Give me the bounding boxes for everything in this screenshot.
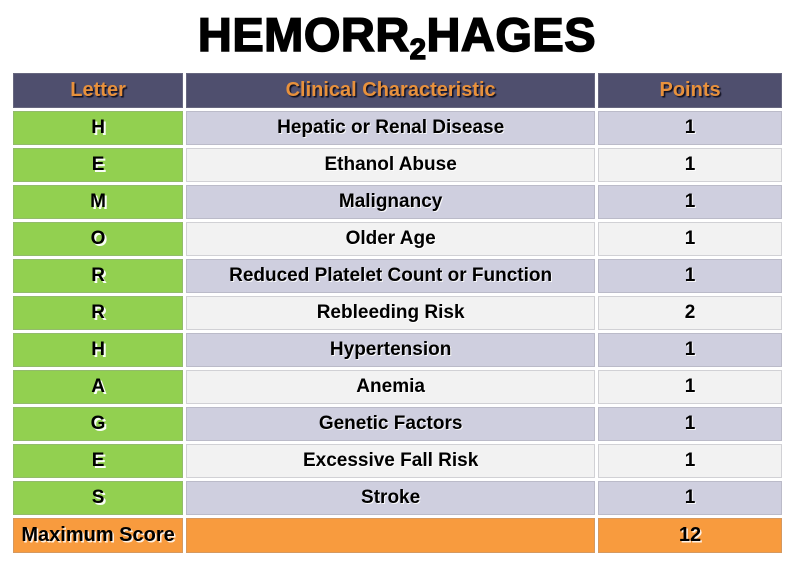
letter-cell: O — [13, 222, 184, 256]
table-row: R Reduced Platelet Count or Function 1 — [13, 259, 782, 293]
footer-empty-cell — [186, 518, 596, 553]
characteristic-cell: Excessive Fall Risk — [186, 444, 596, 478]
table-header-row: Letter Clinical Characteristic Points — [13, 73, 782, 108]
points-cell: 1 — [598, 370, 782, 404]
points-cell: 1 — [598, 185, 782, 219]
letter-cell: M — [13, 185, 184, 219]
characteristic-cell: Reduced Platelet Count or Function — [186, 259, 596, 293]
points-cell: 1 — [598, 222, 782, 256]
title-part2: HAGES — [426, 7, 597, 62]
table-row: H Hepatic or Renal Disease 1 — [13, 111, 782, 145]
letter-cell: R — [13, 259, 184, 293]
table-row: H Hypertension 1 — [13, 333, 782, 367]
table-row: R Rebleeding Risk 2 — [13, 296, 782, 330]
title-part1: HEMORR — [197, 7, 410, 62]
points-cell: 1 — [598, 444, 782, 478]
header-cell-characteristic: Clinical Characteristic — [186, 73, 596, 108]
points-cell: 1 — [598, 111, 782, 145]
characteristic-cell: Genetic Factors — [186, 407, 596, 441]
letter-cell: H — [13, 333, 184, 367]
points-cell: 1 — [598, 259, 782, 293]
characteristic-cell: Stroke — [186, 481, 596, 515]
points-cell: 1 — [598, 148, 782, 182]
characteristic-cell: Rebleeding Risk — [186, 296, 596, 330]
letter-cell: H — [13, 111, 184, 145]
characteristic-cell: Hepatic or Renal Disease — [186, 111, 596, 145]
characteristic-cell: Malignancy — [186, 185, 596, 219]
points-cell: 2 — [598, 296, 782, 330]
letter-cell: S — [13, 481, 184, 515]
page-title: HEMORR2HAGES — [0, 0, 794, 73]
table-row: E Ethanol Abuse 1 — [13, 148, 782, 182]
hemorrhages-score-table: Letter Clinical Characteristic Points H … — [10, 70, 785, 556]
points-cell: 1 — [598, 333, 782, 367]
max-score-label-cell: Maximum Score — [13, 518, 184, 553]
points-cell: 1 — [598, 481, 782, 515]
table-row: M Malignancy 1 — [13, 185, 782, 219]
title-subscript: 2 — [409, 33, 427, 67]
table-row: G Genetic Factors 1 — [13, 407, 782, 441]
characteristic-cell: Ethanol Abuse — [186, 148, 596, 182]
letter-cell: G — [13, 407, 184, 441]
characteristic-cell: Anemia — [186, 370, 596, 404]
characteristic-cell: Older Age — [186, 222, 596, 256]
characteristic-cell: Hypertension — [186, 333, 596, 367]
header-cell-letter: Letter — [13, 73, 184, 108]
letter-cell: E — [13, 148, 184, 182]
table-row: E Excessive Fall Risk 1 — [13, 444, 782, 478]
letter-cell: R — [13, 296, 184, 330]
table-row: A Anemia 1 — [13, 370, 782, 404]
points-cell: 1 — [598, 407, 782, 441]
header-cell-points: Points — [598, 73, 782, 108]
table-row: O Older Age 1 — [13, 222, 782, 256]
table-row: S Stroke 1 — [13, 481, 782, 515]
max-score-value-cell: 12 — [598, 518, 782, 553]
table-footer-row: Maximum Score 12 — [13, 518, 782, 553]
letter-cell: A — [13, 370, 184, 404]
letter-cell: E — [13, 444, 184, 478]
